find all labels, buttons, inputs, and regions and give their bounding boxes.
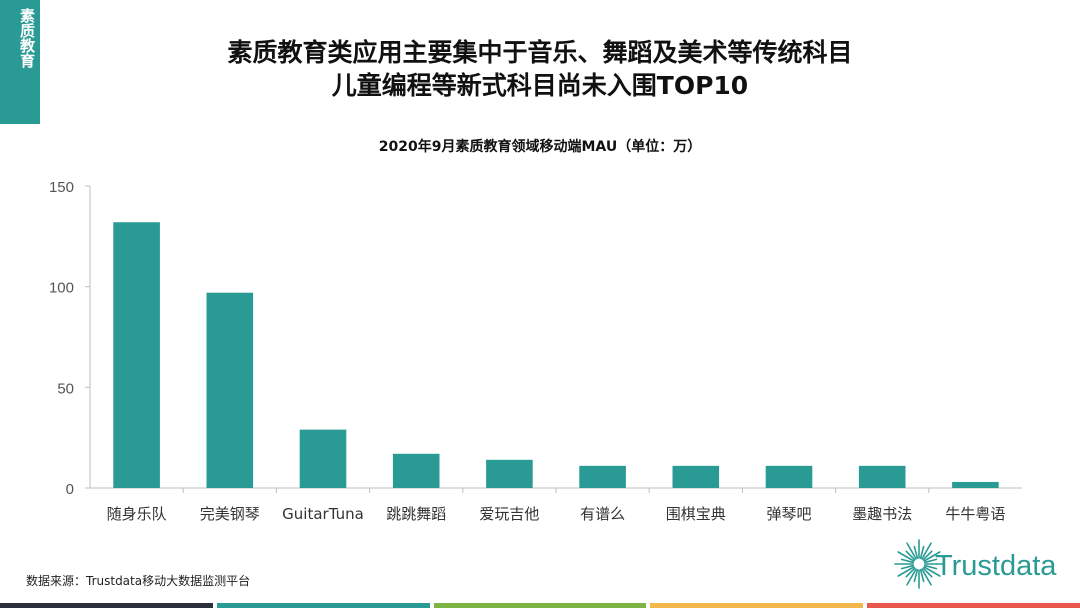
bottom-bar-segment: [650, 603, 864, 608]
section-tab-label: 素质教育: [18, 8, 36, 68]
y-tick-label: 0: [66, 481, 74, 498]
bar: [579, 465, 626, 488]
y-tick-label: 100: [49, 280, 74, 297]
x-tick-label: 围棋宝典: [666, 505, 726, 523]
section-tab: 素质教育: [0, 0, 40, 124]
bottom-bar-segment: [433, 603, 647, 608]
chart-title: 2020年9月素质教育领域移动端MAU（单位：万）: [378, 139, 702, 155]
bar: [765, 465, 813, 488]
x-tick-label: 墨趣书法: [852, 505, 912, 523]
bars: [113, 222, 999, 489]
x-tick-label: 弹琴吧: [766, 505, 811, 523]
bar: [952, 481, 999, 488]
trustdata-logo: Trustdata: [893, 534, 1073, 594]
x-axis: [90, 487, 1022, 493]
x-tick-label: 随身乐队: [107, 505, 167, 523]
x-tick-label: GuitarTuna: [282, 505, 364, 523]
x-tick-labels: 随身乐队 完美钢琴 GuitarTuna 跳跳舞蹈 爱玩吉他 有谱么 围棋宝典 弹琴吧 墨趣书法…: [107, 505, 1006, 523]
data-source-note: 数据来源：Trustdata移动大数据监测平台: [26, 574, 251, 588]
y-axis: 0 50 100 150: [49, 179, 91, 498]
bottom-color-bar: [0, 603, 1080, 608]
bottom-bar-segment: [867, 603, 1080, 608]
bar: [206, 292, 254, 488]
page-title-line-1: 素质教育类应用主要集中于音乐、舞蹈及美术等传统科目: [227, 38, 853, 67]
bar: [299, 429, 347, 488]
y-tick-label: 150: [49, 179, 74, 196]
bar: [486, 459, 533, 488]
bottom-bar-segment: [216, 603, 430, 608]
x-tick-label: 牛牛粤语: [945, 505, 1005, 523]
bar: [858, 465, 906, 488]
y-tick-label: 50: [57, 380, 74, 397]
bar: [392, 453, 440, 488]
x-tick-label: 完美钢琴: [200, 505, 260, 523]
x-tick-label: 跳跳舞蹈: [386, 505, 446, 523]
page-title-line-2: 儿童编程等新式科目尚未入围TOP10: [331, 71, 749, 100]
x-tick-label: 有谱么: [580, 505, 625, 523]
x-tick-label: 爱玩吉他: [479, 505, 539, 523]
logo-text: Trustdata: [935, 550, 1057, 582]
sunburst-icon: [894, 539, 944, 589]
bar: [672, 465, 720, 488]
bar: [113, 222, 160, 489]
section-tab-shape: [0, 0, 40, 124]
page-title: 素质教育类应用主要集中于音乐、舞蹈及美术等传统科目 儿童编程等新式科目尚未入围T…: [150, 36, 930, 102]
bottom-bar-segment: [0, 603, 213, 608]
